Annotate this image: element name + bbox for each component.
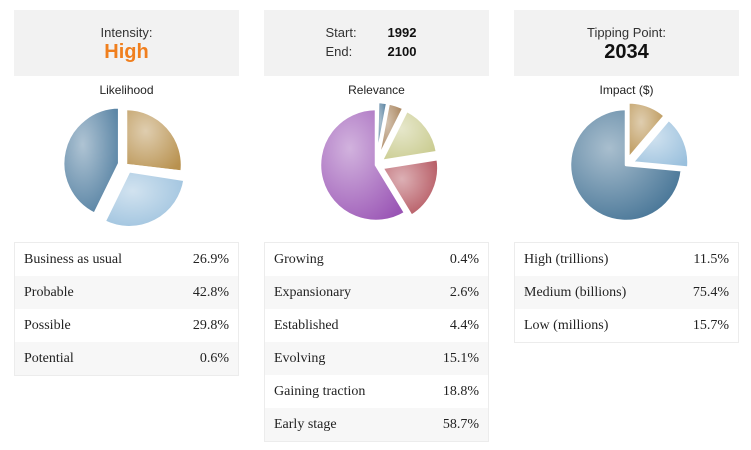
- row-value: 4.4%: [449, 318, 479, 333]
- row-value: 42.8%: [192, 285, 229, 300]
- row-value: 29.8%: [192, 318, 229, 333]
- pie-slice-potential: [131, 164, 190, 176]
- table-row: Low (millions) 15.7%: [515, 309, 738, 342]
- row-value: 26.9%: [192, 252, 229, 267]
- pie-slice-established: [376, 102, 405, 160]
- relevance-chart-title: Relevance: [348, 83, 405, 97]
- row-value: 0.6%: [199, 351, 229, 366]
- relevance-pie-chart: [318, 100, 440, 223]
- tipping-point-panel: Tipping Point: 2034: [514, 10, 739, 76]
- pie-slice-medium-billions: [568, 107, 683, 223]
- row-value: 2.6%: [449, 285, 479, 300]
- table-row: Potential 0.6%: [15, 342, 238, 375]
- end-label: End:: [325, 44, 353, 59]
- intensity-value: High: [104, 41, 149, 63]
- row-value: 75.4%: [692, 285, 729, 300]
- table-row: Expansionary 2.6%: [265, 276, 488, 309]
- row-label: Gaining traction: [274, 384, 366, 399]
- row-label: High (trillions): [524, 252, 609, 267]
- intensity-label: Intensity:: [100, 25, 153, 40]
- table-row: Business as usual 26.9%: [15, 243, 238, 276]
- likelihood-chart-title: Likelihood: [99, 83, 154, 97]
- pie-slice-low-millions: [631, 118, 690, 169]
- end-value: 2100: [387, 44, 417, 59]
- tipping-point-value: 2034: [604, 41, 649, 63]
- row-label: Possible: [24, 318, 71, 333]
- table-row: Gaining traction 18.8%: [265, 375, 488, 408]
- pie-slice-expansionary: [375, 100, 389, 160]
- impact-pie-chart: [568, 101, 690, 223]
- pie-slice-possible: [103, 169, 186, 229]
- likelihood-pie-chart: [61, 106, 190, 229]
- row-value: 18.8%: [442, 384, 479, 399]
- period-panel: Start: 1992 End: 2100: [264, 10, 489, 76]
- row-value: 0.4%: [449, 252, 479, 267]
- start-row: Start: 1992: [264, 23, 489, 42]
- row-label: Potential: [24, 351, 74, 366]
- likelihood-column: Intensity: High Likelihood Business as u…: [14, 10, 239, 376]
- row-value: 11.5%: [693, 252, 729, 267]
- intensity-panel: Intensity: High: [14, 10, 239, 76]
- row-label: Established: [274, 318, 339, 333]
- row-label: Evolving: [274, 351, 326, 366]
- relevance-table: Growing 0.4% Expansionary 2.6% Established 4.…: [264, 242, 489, 442]
- likelihood-table: Business as usual 26.9% Probable 42.8% Possi…: [14, 242, 239, 376]
- row-value: 15.7%: [692, 318, 729, 333]
- impact-column: Tipping Point: 2034 Impact ($) High (tri…: [514, 10, 739, 343]
- table-row: Probable 42.8%: [15, 276, 238, 309]
- relevance-column: Start: 1992 End: 2100 Relevance Growing 0…: [264, 10, 489, 442]
- table-row: High (trillions) 11.5%: [515, 243, 738, 276]
- row-value: 58.7%: [442, 417, 479, 432]
- row-label: Low (millions): [524, 318, 609, 333]
- pie-slice-probable: [61, 106, 121, 215]
- pie-slice-business-as-usual: [124, 107, 184, 173]
- end-row: End: 2100: [264, 42, 489, 61]
- table-row: Early stage 58.7%: [265, 408, 488, 441]
- row-label: Medium (billions): [524, 285, 627, 300]
- pie-slice-gaining-traction: [381, 157, 440, 218]
- tipping-point-label: Tipping Point:: [586, 25, 666, 40]
- impact-chart-title: Impact ($): [599, 83, 654, 97]
- table-row: Possible 29.8%: [15, 309, 238, 342]
- table-row: Evolving 15.1%: [265, 342, 488, 375]
- row-label: Probable: [24, 285, 74, 300]
- impact-table: High (trillions) 11.5% Medium (billions) 75…: [514, 242, 739, 343]
- start-label: Start:: [325, 25, 357, 40]
- pie-slice-early-stage: [318, 107, 407, 223]
- row-label: Business as usual: [24, 252, 122, 267]
- row-value: 15.1%: [442, 351, 479, 366]
- row-label: Growing: [274, 252, 324, 267]
- row-label: Expansionary: [274, 285, 351, 300]
- pie-slice-evolving: [380, 109, 439, 163]
- table-row: Established 4.4%: [265, 309, 488, 342]
- table-row: Growing 0.4%: [265, 243, 488, 276]
- row-label: Early stage: [274, 417, 337, 432]
- start-value: 1992: [387, 25, 417, 40]
- pie-slice-high-trillions: [627, 101, 666, 160]
- table-row: Medium (billions) 75.4%: [515, 276, 738, 309]
